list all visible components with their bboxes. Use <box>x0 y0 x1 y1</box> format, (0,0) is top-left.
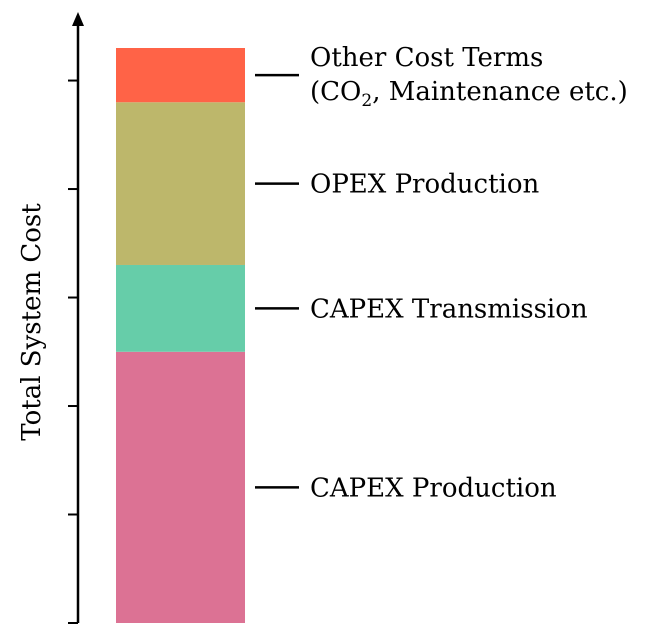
bar-segment-0 <box>116 351 245 623</box>
segment-label-3: Other Cost Terms <box>310 43 543 73</box>
segment-label-3-line2: (CO2, Maintenance etc.) <box>310 77 628 111</box>
segment-label-1: CAPEX Transmission <box>310 294 588 324</box>
segment-labels: CAPEX Production CAPEX Transmission OPEX P… <box>255 43 628 503</box>
bar-segment-3 <box>116 48 245 103</box>
segment-label-2: OPEX Production <box>310 170 540 200</box>
segment-label-0: CAPEX Production <box>310 473 557 503</box>
stacked-bar <box>116 48 245 623</box>
y-axis-label: Total System Cost <box>17 203 47 441</box>
bar-segment-2 <box>116 102 245 265</box>
bar-segment-1 <box>116 264 245 352</box>
y-axis <box>68 12 84 624</box>
y-axis-arrow <box>72 12 84 26</box>
